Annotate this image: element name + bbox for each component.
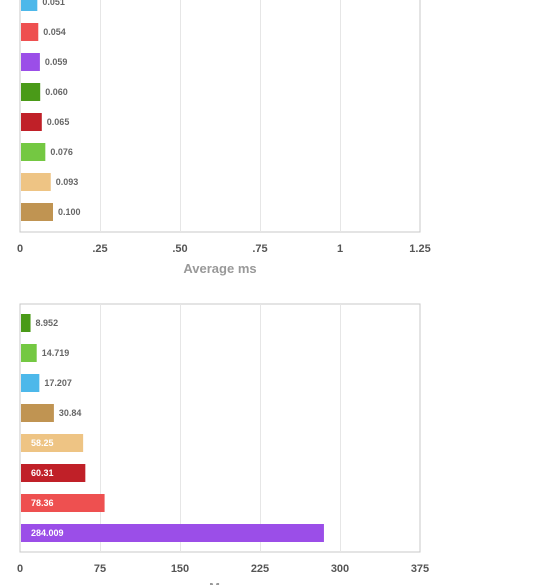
bar <box>21 344 37 362</box>
x-tick-label: .25 <box>92 243 107 255</box>
x-tick-label: 1.25 <box>409 243 430 255</box>
bar-value-label: 0.054 <box>43 27 66 37</box>
bar-value-label: 8.952 <box>36 318 59 328</box>
bar-value-label: 58.25 <box>31 438 54 448</box>
bar-value-label: 0.076 <box>50 147 73 157</box>
x-tick-label: 0 <box>17 563 23 575</box>
bar-value-label: 0.051 <box>42 0 65 7</box>
bar-value-label: 0.059 <box>45 57 68 67</box>
bar-value-label: 30.84 <box>59 408 82 418</box>
bar <box>21 0 38 11</box>
bar-value-label: 0.060 <box>45 87 68 97</box>
bar <box>21 374 40 392</box>
x-axis-title: Average ms <box>183 261 256 276</box>
x-tick-label: 1 <box>337 243 343 255</box>
chart-panel-1: 0 .25 .50 .75 1 1.25 0.051 0.054 0.059 0.060 0.065… <box>17 0 431 276</box>
bar <box>21 494 105 512</box>
bar-value-label: 78.36 <box>31 498 54 508</box>
bar <box>21 113 42 131</box>
chart-panel-2: 0 75 150 225 300 375 8.952 14.719 17.207 30.84 58.… <box>17 303 429 585</box>
x-tick-label: 75 <box>94 563 106 575</box>
bar <box>21 464 86 482</box>
bar-value-label: 17.207 <box>44 378 72 388</box>
bar <box>21 524 324 542</box>
bar-value-label: 284.009 <box>31 528 64 538</box>
bar <box>21 434 84 452</box>
x-tick-label: .50 <box>172 243 187 255</box>
bar-value-label: 0.093 <box>56 177 79 187</box>
x-tick-label: 375 <box>411 563 429 575</box>
bar <box>21 203 53 221</box>
x-tick-label: .75 <box>252 243 267 255</box>
bar <box>21 23 39 41</box>
bar-value-label: 60.31 <box>31 468 54 478</box>
bar <box>21 53 40 71</box>
bar <box>21 83 41 101</box>
bar <box>21 404 54 422</box>
bar <box>21 143 46 161</box>
bar-value-label: 14.719 <box>42 348 70 358</box>
x-tick-label: 0 <box>17 243 23 255</box>
x-tick-label: 150 <box>171 563 189 575</box>
plot-area <box>19 0 421 233</box>
plot-area <box>19 303 421 553</box>
x-axis-title: M... <box>209 580 231 585</box>
x-tick-label: 225 <box>251 563 269 575</box>
bar <box>21 314 31 332</box>
x-tick-label: 300 <box>331 563 349 575</box>
bar-value-label: 0.100 <box>58 207 81 217</box>
bar-value-label: 0.065 <box>47 117 70 127</box>
bar <box>21 173 51 191</box>
